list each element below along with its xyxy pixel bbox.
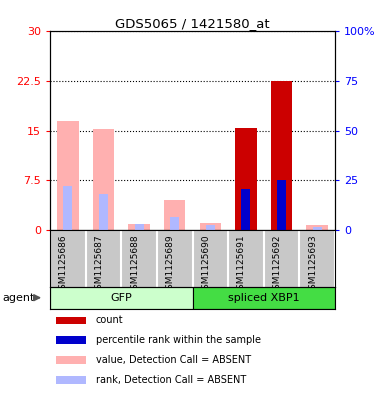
Text: agent: agent xyxy=(3,293,35,303)
Bar xyxy=(306,225,328,230)
Bar xyxy=(64,186,72,230)
Text: GSM1125691: GSM1125691 xyxy=(237,235,246,295)
Bar xyxy=(93,129,114,230)
Bar xyxy=(170,217,179,230)
Bar xyxy=(241,189,250,230)
Text: value, Detection Call = ABSENT: value, Detection Call = ABSENT xyxy=(96,355,251,365)
Bar xyxy=(50,287,192,309)
Text: GSM1125687: GSM1125687 xyxy=(94,235,104,295)
Text: GSM1125689: GSM1125689 xyxy=(166,235,175,295)
Bar xyxy=(277,180,286,230)
Bar xyxy=(99,194,108,230)
Bar xyxy=(192,287,335,309)
Text: GFP: GFP xyxy=(110,293,132,303)
Bar xyxy=(313,227,321,230)
Text: GSM1125688: GSM1125688 xyxy=(130,235,139,295)
Text: GSM1125693: GSM1125693 xyxy=(308,235,317,295)
Text: count: count xyxy=(96,315,124,325)
Bar xyxy=(206,225,215,230)
Bar xyxy=(56,336,86,344)
Bar xyxy=(57,121,79,230)
Bar xyxy=(199,223,221,230)
Text: GSM1125692: GSM1125692 xyxy=(273,235,281,295)
Text: GSM1125686: GSM1125686 xyxy=(59,235,68,295)
Bar xyxy=(164,200,186,230)
Bar xyxy=(56,356,86,364)
Bar xyxy=(235,128,257,230)
Title: GDS5065 / 1421580_at: GDS5065 / 1421580_at xyxy=(115,17,270,30)
Bar xyxy=(271,81,292,230)
Text: percentile rank within the sample: percentile rank within the sample xyxy=(96,335,261,345)
Bar xyxy=(128,224,150,230)
Text: rank, Detection Call = ABSENT: rank, Detection Call = ABSENT xyxy=(96,375,246,385)
Text: spliced XBP1: spliced XBP1 xyxy=(228,293,300,303)
Bar xyxy=(56,376,86,384)
Bar xyxy=(135,224,144,230)
Text: GSM1125690: GSM1125690 xyxy=(201,235,210,295)
Bar xyxy=(56,317,86,324)
